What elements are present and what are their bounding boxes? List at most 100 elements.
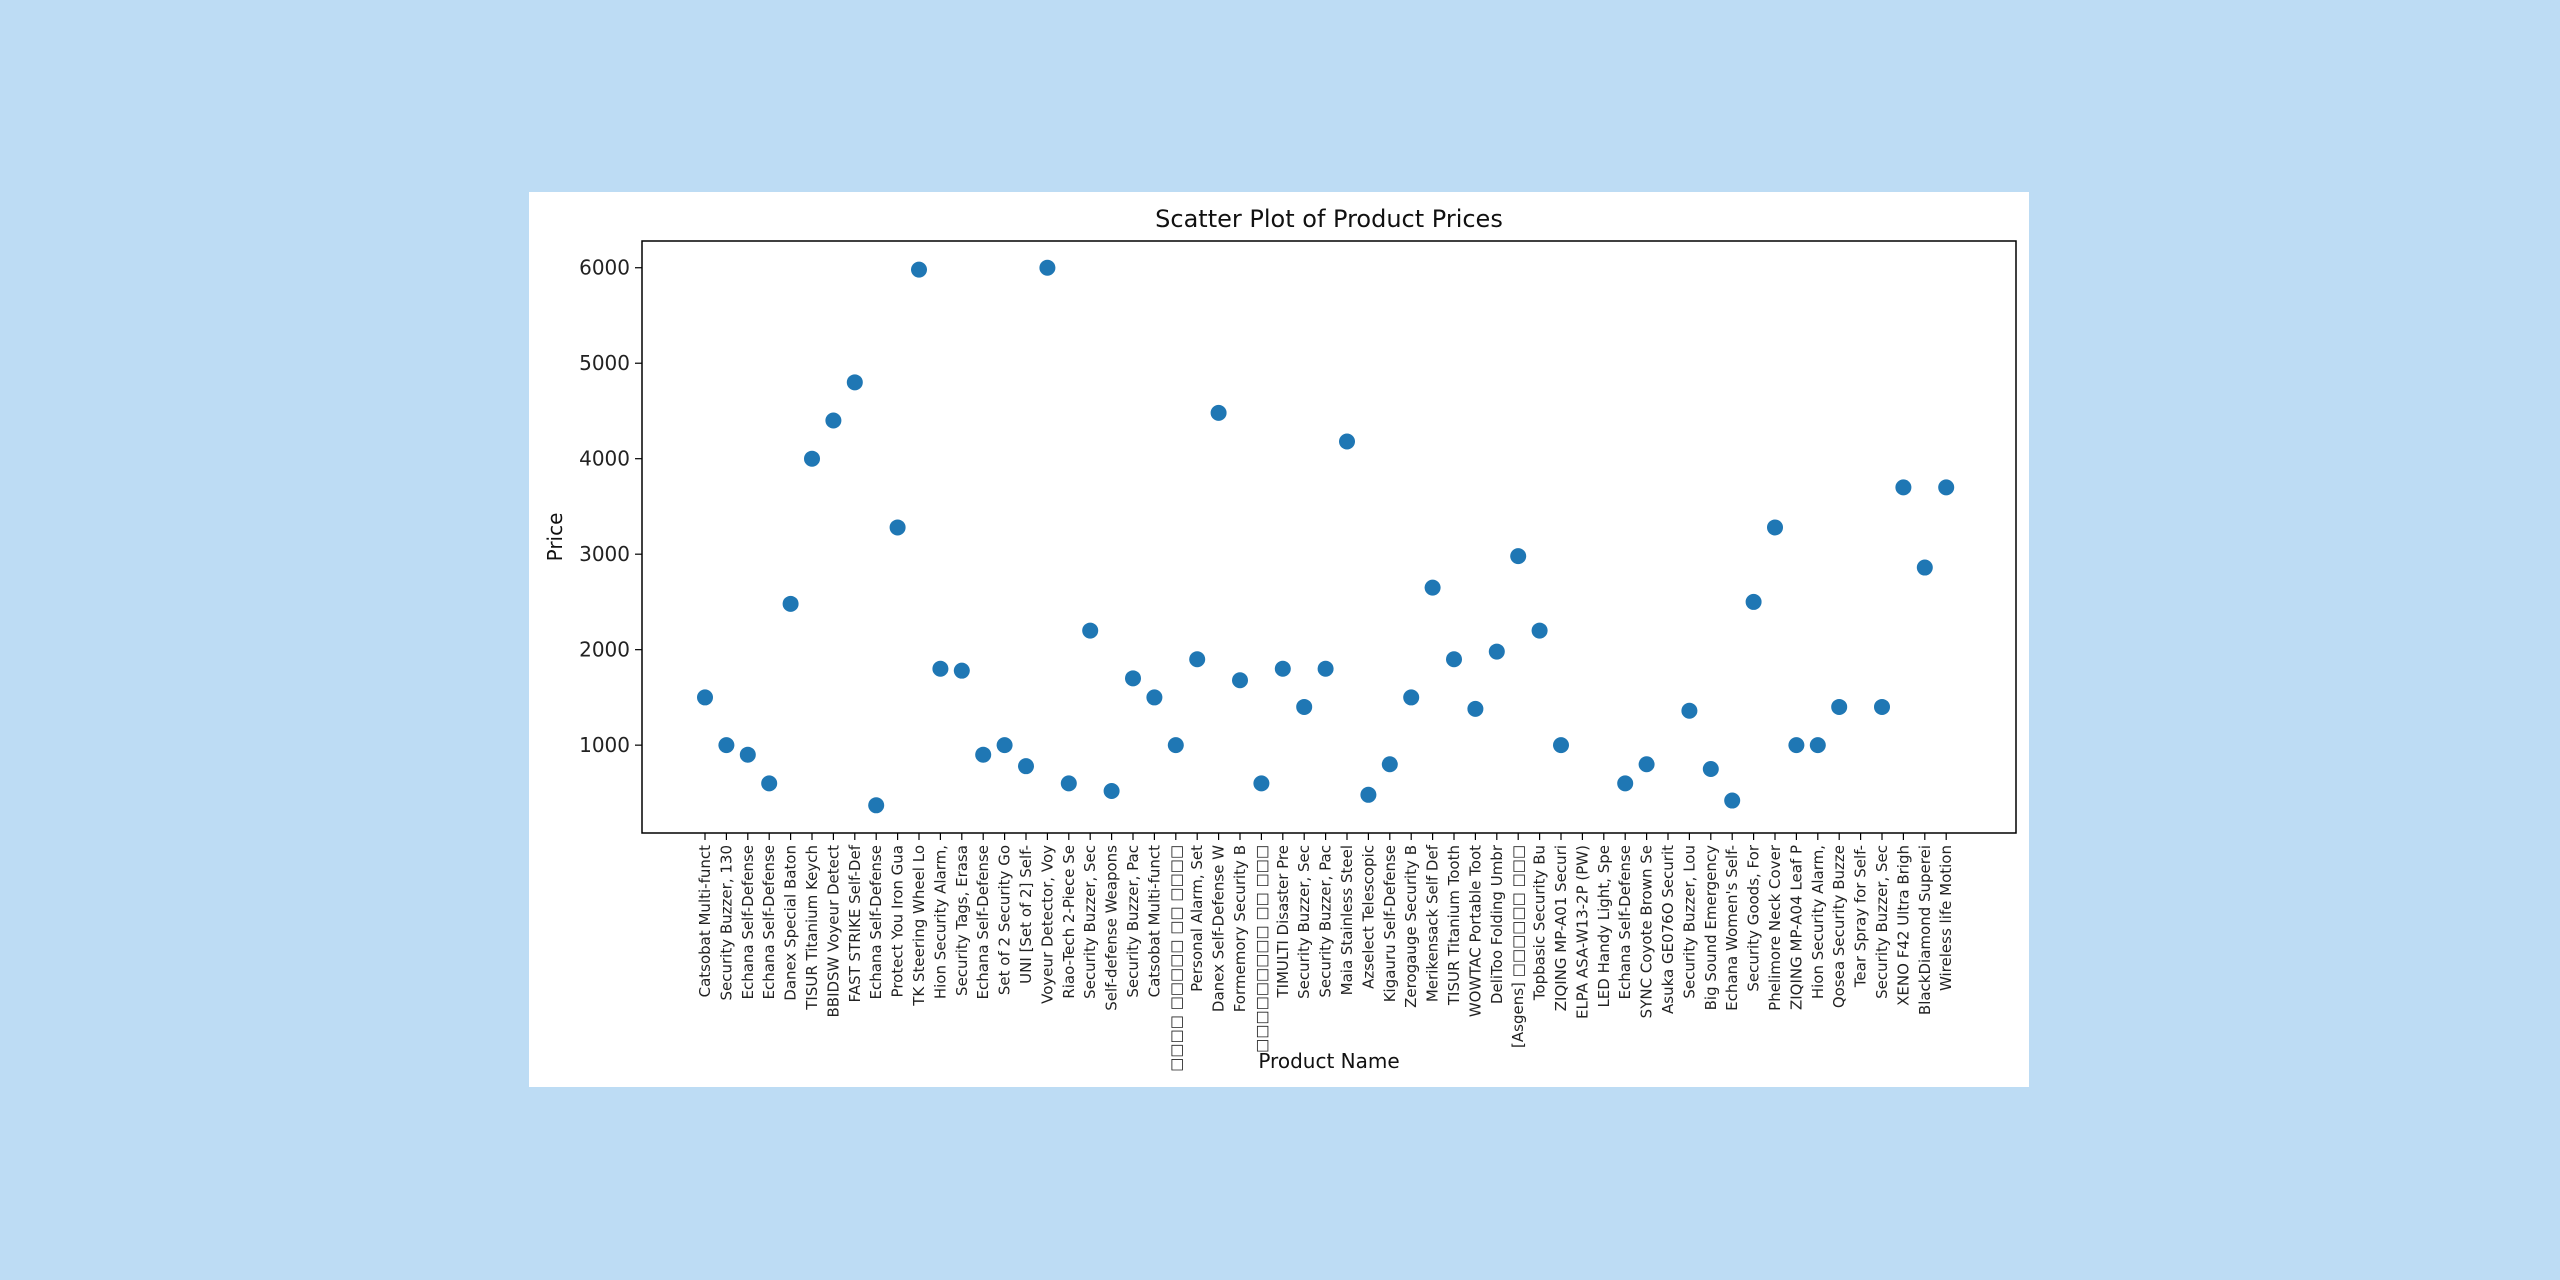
x-tick-label: Hion Security Alarm, [1809,845,1827,999]
chart-figure: Scatter Plot of Product Prices 1000 2000 3… [529,192,2029,1087]
scatter-point [1317,660,1334,677]
x-tick-label: SYNC Coyote Brown Se [1638,845,1656,1018]
scatter-point [1274,660,1291,677]
x-tick-label: Security Buzzer, Sec [1873,845,1891,999]
data-points [697,259,1955,814]
x-tick-label: Security Tags, Erasa [953,845,971,996]
x-tick-label: Catsobat Multi-funct [1145,845,1163,998]
x-tick-label: Formemory Security B [1231,845,1249,1012]
x-tick-label: Danex Special Baton [782,845,800,1001]
scatter-point [1938,479,1955,496]
scatter-point [1018,758,1034,775]
scatter-point [953,662,970,679]
x-tick-label: Tear Spray for Self- [1852,845,1870,988]
x-tick-label: BBIDSW Voyeur Detect [824,845,842,1018]
x-tick-label: Set of 2 Security Go [996,845,1014,995]
scatter-point [718,737,735,754]
x-tick-label: □□□□ □□□□□ □□ □□□□ [1167,845,1185,1072]
scatter-point [1702,761,1719,778]
x-axis-label: Product Name [1258,1049,1399,1073]
plot-area [641,240,2017,834]
y-tick-label: 5000 [579,351,630,375]
x-tick-label: Hion Security Alarm, [931,845,949,999]
y-tick-label: 3000 [579,542,630,566]
x-tick-label: Qosea Security Buzze [1830,845,1848,1008]
x-tick-label: ZIQING MP-A04 Leaf P [1787,845,1805,1010]
x-tick-label: Asuka GE076O Securit [1659,845,1677,1014]
scatter-point [846,374,863,391]
x-tick-label: DeliToo Folding Umbr [1488,844,1506,1004]
x-tick-label: LED Handy Light, Spe [1595,845,1613,1008]
x-tick-label: Echana Self-Defense [867,845,885,1000]
scatter-point [1446,651,1462,668]
x-tick-label: Echana Women's Self- [1723,845,1741,1011]
x-tick-label: Echana Self-Defense [760,845,778,1000]
scatter-point [889,519,906,536]
x-tick-label: Riao-Tech 2-Piece Se [1060,845,1078,999]
x-tick-label: Kigauru Self-Defense [1381,845,1399,1002]
scatter-point [1681,702,1698,719]
scatter-point [761,775,778,792]
scatter-point [1488,643,1505,660]
x-tick-label: Security Buzzer, Sec [1081,845,1099,999]
scatter-point [1788,737,1805,754]
x-tick-label: Phelimore Neck Cover [1766,844,1784,1011]
scatter-point [804,450,820,467]
x-tick-label: Catsobat Multi-funct [696,845,714,998]
x-tick-label: ELPA ASA-W13-2P (PW) [1573,845,1591,1019]
x-tick-label: Zerogauge Security B [1402,845,1420,1008]
scatter-point [1167,737,1184,754]
x-tick-label: Danex Self-Defense W [1210,845,1228,1012]
x-tick-label: Protect You Iron Gua [889,845,907,997]
scatter-chart: Scatter Plot of Product Prices 1000 2000 3… [543,205,2017,1073]
scatter-point [1745,593,1762,610]
x-tick-label: TISUR Titanium Tooth [1445,845,1463,1006]
x-tick-label: Echana Self-Defense [974,845,992,1000]
x-tick-label: Security Buzzer, Pac [1124,845,1142,998]
x-tick-label: Security Goods, For [1745,844,1763,991]
scatter-point [782,595,799,612]
x-tick-label: [Asgens] □□□□□□ □□□ [1509,845,1527,1048]
x-tick-label: FAST STRIKE Self-Def [846,844,864,1002]
y-axis-ticks: 1000 2000 3000 4000 5000 6000 [579,256,642,757]
scatter-point [1424,579,1441,596]
scatter-point [1638,756,1655,773]
scatter-point [1510,548,1527,565]
scatter-point [1874,698,1890,715]
scatter-point [697,689,713,706]
scatter-point [1617,775,1634,792]
scatter-point [1895,479,1912,496]
chart-title: Scatter Plot of Product Prices [1155,205,1503,233]
x-tick-label: XENO F42 Ultra Brigh [1894,845,1912,1006]
scatter-point [868,797,885,814]
x-tick-label: Topbasic Security Bu [1531,845,1549,1001]
x-tick-label: Azselect Telescopic [1359,845,1377,989]
y-tick-label: 4000 [579,447,630,471]
y-tick-label: 2000 [579,638,630,662]
x-tick-label: Security Buzzer, Sec [1295,845,1313,999]
scatter-point [1381,756,1398,773]
scatter-point [1809,737,1826,754]
x-tick-label: Big Sound Emergency [1702,845,1720,1010]
x-tick-label: Echana Self-Defense [739,845,757,1000]
scatter-point [1103,782,1120,799]
scatter-point [825,412,842,429]
x-tick-label: TISUR Titanium Keych [803,845,821,1011]
x-tick-label: Self-defense Weapons [1103,845,1121,1011]
x-tick-label: □□□□□□□□□ □□ □□□ [1252,845,1270,1053]
x-tick-label: Voyeur Detector, Voy [1038,845,1056,1004]
y-tick-label: 1000 [579,733,630,757]
x-tick-label: Security Buzzer, Lou [1680,845,1698,999]
scatter-point [1039,259,1056,276]
x-tick-label: Wireless life Motion [1937,845,1955,991]
x-tick-label: UNI [Set of 2] Self- [1017,845,1035,984]
scatter-point [932,660,949,677]
scatter-point [1253,775,1270,792]
scatter-point [1724,792,1741,809]
scatter-point [1467,700,1484,717]
scatter-point [1831,698,1848,715]
scatter-point [1060,775,1077,792]
scatter-point [1082,622,1099,639]
scatter-point [1360,786,1377,803]
scatter-point [1553,737,1569,754]
